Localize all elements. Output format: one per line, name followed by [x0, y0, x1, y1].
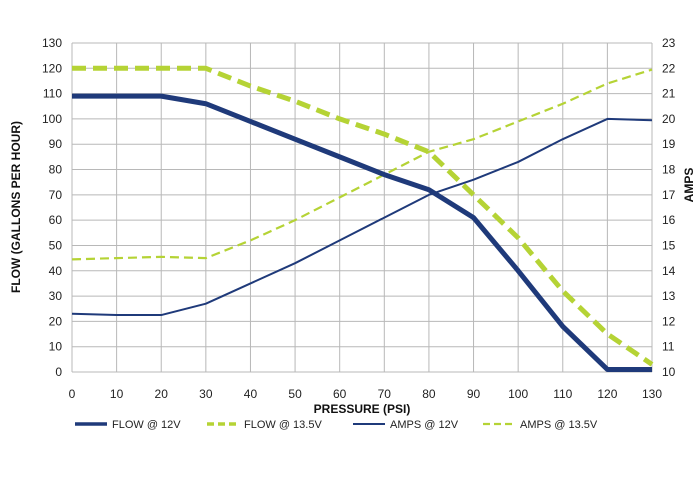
y2-tick-label: 17 — [662, 188, 676, 202]
y-tick-label: 70 — [49, 188, 63, 202]
legend: FLOW @ 12V FLOW @ 13.5V AMPS @ 12V AMPS @ 1… — [75, 419, 598, 431]
y-tick-label: 100 — [42, 112, 62, 126]
x-axis-title: PRESSURE (PSI) — [314, 402, 411, 416]
y-tick-label: 110 — [43, 87, 62, 101]
x-tick-label: 110 — [553, 387, 572, 401]
x-tick-label: 130 — [642, 387, 662, 401]
y2-tick-label: 22 — [662, 61, 676, 75]
y2-tick-label: 18 — [662, 163, 676, 177]
y-axis-title: FLOW (GALLONS PER HOUR) — [9, 121, 23, 293]
x-tick-label: 20 — [155, 387, 169, 401]
y2-tick-label: 14 — [662, 264, 676, 278]
x-tick-label: 120 — [597, 387, 617, 401]
y2-tick-label: 10 — [662, 365, 676, 379]
x-tick-label: 0 — [69, 387, 76, 401]
legend-label: FLOW @ 12V — [112, 419, 181, 431]
x-tick-label: 50 — [288, 387, 302, 401]
grid — [71, 42, 653, 373]
y2-tick-label: 21 — [662, 87, 676, 101]
y2-axis-title: AMPS — [682, 168, 696, 203]
x-tick-label: 100 — [508, 387, 528, 401]
series-line-amps-12v — [71, 117, 653, 317]
x-tick-label: 40 — [244, 387, 258, 401]
y2-tick-label: 11 — [662, 340, 675, 354]
x-tick-label: 90 — [467, 387, 481, 401]
y2-tick-label: 15 — [662, 238, 676, 252]
y-tick-label: 30 — [49, 289, 63, 303]
series-line-flow-13-5v — [72, 65, 654, 367]
y-tick-label: 130 — [42, 36, 62, 50]
y2-tick-label: 16 — [662, 213, 676, 227]
ticks-layer: 0 10 20 30 40 50 60 70 80 90 100 110 120 130 0 10 20 30 40… — [42, 36, 676, 401]
y2-tick-label: 12 — [662, 314, 676, 328]
y2-tick-label: 23 — [662, 36, 676, 50]
series-layer — [71, 65, 654, 372]
y-tick-label: 10 — [49, 340, 63, 354]
y-tick-label: 40 — [49, 264, 63, 278]
y2-tick-label: 13 — [662, 289, 676, 303]
y-tick-label: 80 — [49, 163, 63, 177]
legend-label: AMPS @ 13.5V — [520, 419, 598, 431]
legend-label: FLOW @ 13.5V — [244, 419, 322, 431]
y-tick-label: 90 — [49, 137, 63, 151]
y-tick-label: 60 — [49, 213, 63, 227]
y2-tick-label: 19 — [662, 137, 676, 151]
x-tick-label: 70 — [378, 387, 392, 401]
x-tick-label: 80 — [422, 387, 436, 401]
x-tick-label: 60 — [333, 387, 347, 401]
y-tick-label: 20 — [49, 314, 63, 328]
series-line-flow-12v — [72, 93, 652, 372]
x-tick-label: 30 — [199, 387, 213, 401]
y-tick-label: 50 — [49, 238, 63, 252]
y2-tick-label: 20 — [662, 112, 676, 126]
y-tick-label: 120 — [42, 61, 62, 75]
legend-label: AMPS @ 12V — [390, 419, 459, 431]
y-tick-label: 0 — [55, 365, 62, 379]
x-tick-label: 10 — [110, 387, 124, 401]
